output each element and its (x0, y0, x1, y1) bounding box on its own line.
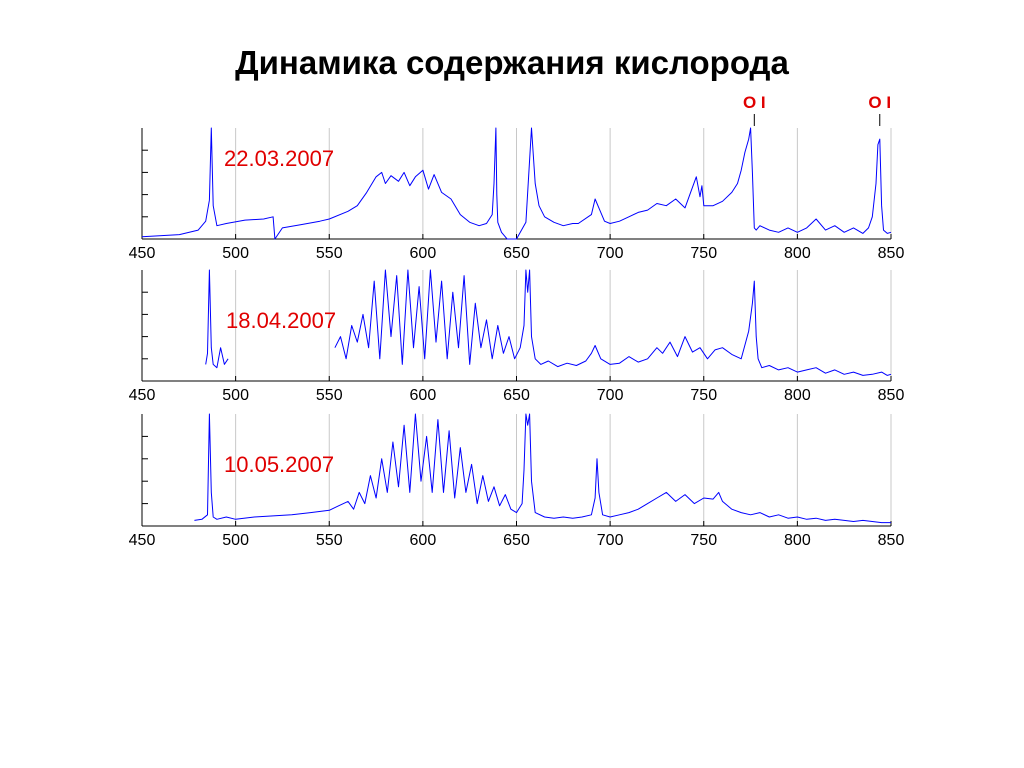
x-tick-label: 650 (503, 245, 530, 262)
series-line (141, 127, 892, 240)
x-tick-label: 650 (503, 387, 530, 404)
x-tick-label: 550 (316, 387, 343, 404)
x-tick-label: 700 (597, 245, 624, 262)
x-tick-label: 450 (129, 387, 156, 404)
series-line (334, 269, 892, 376)
date-label: 10.05.2007 (224, 452, 334, 477)
x-tick-label: 700 (597, 532, 624, 549)
x-tick-label: 800 (784, 245, 811, 262)
x-tick-label: 800 (784, 387, 811, 404)
x-tick-label: 850 (878, 245, 905, 262)
date-label: 22.03.2007 (224, 146, 334, 171)
series-line (194, 413, 891, 524)
x-tick-label: 750 (690, 532, 717, 549)
x-tick-label: 600 (410, 387, 437, 404)
x-tick-label: 800 (784, 532, 811, 549)
x-tick-label: 500 (222, 387, 249, 404)
series-line (205, 269, 229, 369)
x-tick-label: 550 (316, 245, 343, 262)
spectral-line-label: O I (868, 93, 891, 112)
x-tick-label: 850 (878, 532, 905, 549)
x-tick-label: 750 (690, 245, 717, 262)
spectral-line-label: O I (743, 93, 766, 112)
x-tick-label: 450 (129, 245, 156, 262)
x-tick-label: 450 (129, 532, 156, 549)
x-tick-label: 550 (316, 532, 343, 549)
x-tick-label: 500 (222, 245, 249, 262)
date-label: 18.04.2007 (226, 308, 336, 333)
x-tick-label: 600 (410, 245, 437, 262)
x-tick-label: 500 (222, 532, 249, 549)
x-tick-label: 650 (503, 532, 530, 549)
x-tick-label: 700 (597, 387, 624, 404)
x-tick-label: 750 (690, 387, 717, 404)
x-tick-label: 850 (878, 387, 905, 404)
page-title: Динамика содержания кислорода (235, 44, 789, 81)
x-tick-label: 600 (410, 532, 437, 549)
